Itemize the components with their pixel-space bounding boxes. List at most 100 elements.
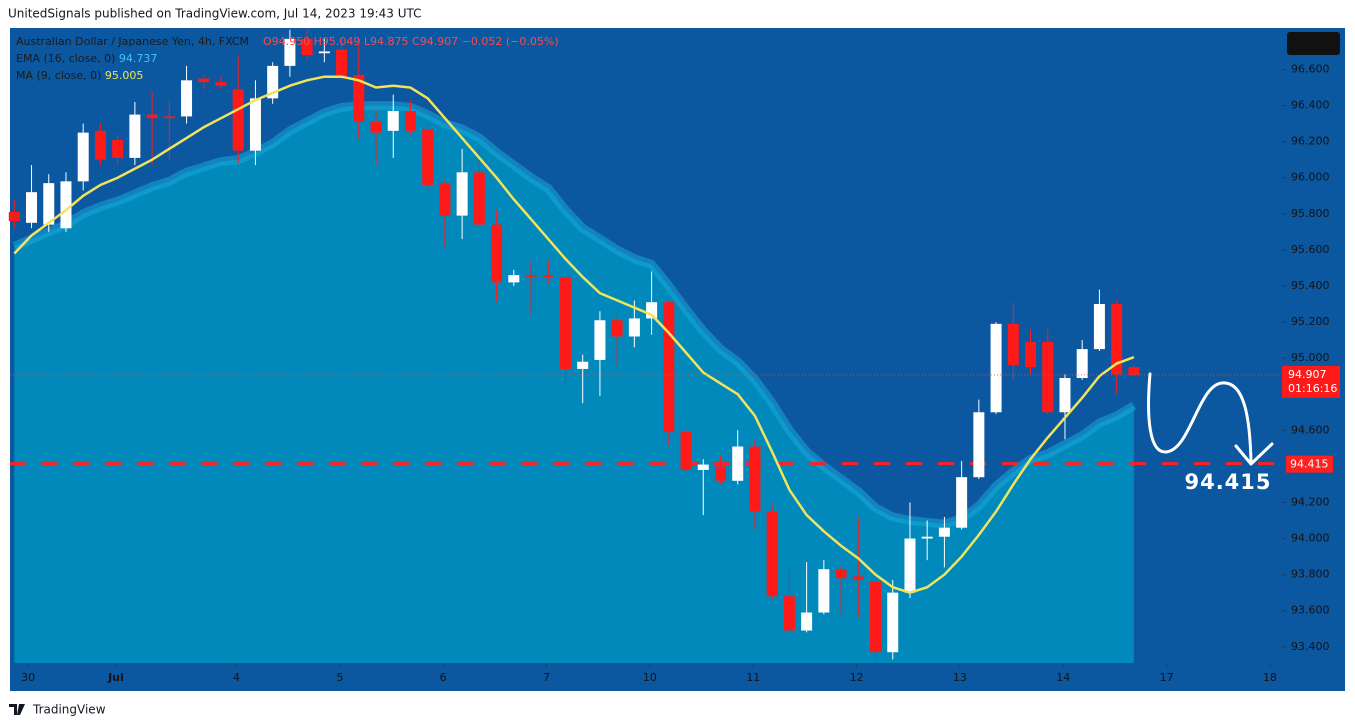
candle-body [680, 432, 692, 470]
candle-body [163, 116, 175, 119]
candle-body [766, 511, 778, 597]
legend-ohlc: O94.950 H95.049 L94.875 C94.907 −0.052 (… [263, 35, 559, 48]
footer-brand: TradingView [32, 703, 106, 717]
y-tick-label: 96.000 [1291, 171, 1330, 184]
candle-body [318, 51, 330, 54]
y-tick-label: 94.000 [1291, 532, 1330, 545]
candle-body [267, 65, 279, 99]
candle-body [456, 172, 468, 216]
x-tick-label: 7 [543, 671, 550, 684]
candle-body [26, 192, 38, 223]
candle-body [783, 596, 795, 631]
candle-body [990, 323, 1002, 413]
footer-logo [9, 704, 25, 715]
candle-body [129, 114, 141, 158]
candle-body [422, 129, 434, 185]
candle-body [749, 446, 761, 512]
candle-body [508, 275, 520, 283]
candle-body [77, 132, 89, 182]
candle-body [818, 569, 830, 613]
candle-body [336, 49, 348, 77]
candle-body [8, 212, 20, 222]
ma-line [13, 75, 1135, 594]
candle-body [301, 38, 313, 56]
candle-body [835, 569, 847, 579]
y-tick-label: 95.600 [1291, 243, 1330, 256]
y-tick-label: 95.000 [1291, 351, 1330, 364]
last-price-box [1282, 365, 1340, 398]
y-tick-label: 96.200 [1291, 135, 1330, 148]
legend-open: O94.950 [263, 35, 310, 48]
candle-body [611, 320, 623, 337]
candle-body [1025, 341, 1037, 368]
y-tick-label: 95.400 [1291, 279, 1330, 292]
x-tick-label: 5 [336, 671, 343, 684]
candle-body [577, 361, 589, 369]
y-tick-label: 95.200 [1291, 315, 1330, 328]
candle-body [60, 181, 72, 229]
legend-ma-value: 95.005 [105, 69, 144, 82]
legend-ema-value: 94.737 [119, 52, 158, 65]
legend-close: C94.907 [412, 35, 458, 48]
footer: TradingView [9, 703, 106, 717]
y-tick-label: 93.600 [1291, 604, 1330, 617]
toolbar-box [1287, 32, 1340, 55]
y-tick-label: 93.400 [1291, 640, 1330, 653]
x-tick-label: 14 [1056, 671, 1070, 684]
candle-body [646, 302, 658, 319]
drawn-arrow [1147, 372, 1274, 466]
candle-body [181, 80, 193, 117]
candle-body [887, 592, 899, 653]
candle-body [1007, 323, 1019, 366]
candle-body [663, 302, 675, 433]
candle-body [870, 581, 882, 653]
candle-body [1042, 341, 1054, 413]
x-tick-label: 11 [746, 671, 760, 684]
candle-body [404, 110, 416, 131]
y-tick-label: 94.600 [1291, 423, 1330, 436]
candle-body [697, 464, 709, 470]
candle-body [714, 466, 726, 481]
candle-body [938, 527, 950, 537]
y-tick-label: 93.800 [1291, 568, 1330, 581]
candle-body [353, 74, 365, 122]
x-tick-label: 4 [233, 671, 240, 684]
y-tick-label: 94.200 [1291, 495, 1330, 508]
candle-body [904, 538, 916, 593]
candle-body [43, 183, 55, 225]
candle-body [628, 318, 640, 337]
candle-body [439, 183, 451, 216]
legend-change: −0.052 (−0.05%) [462, 35, 559, 48]
candle-body [146, 114, 158, 119]
candle-body [956, 477, 968, 528]
legend-high: H95.049 [314, 35, 361, 48]
candle-body [1128, 367, 1140, 375]
level-label: 94.415 [1290, 458, 1329, 471]
candle-body [1059, 377, 1071, 413]
candle-body [232, 89, 244, 151]
legend-ema-name: EMA (16, close, 0) [16, 52, 115, 65]
header: UnitedSignals published on TradingView.c… [8, 7, 422, 21]
countdown: 01:16:16 [1288, 382, 1337, 395]
candle-body [387, 110, 399, 131]
candle-body [542, 275, 554, 277]
candle-body [852, 576, 864, 581]
ema-area-fill [14, 105, 1134, 663]
candle-body [284, 38, 296, 66]
legend: Australian Dollar / Japanese Yen, 4h, FX… [16, 35, 559, 82]
symbol: Australian Dollar / Japanese Yen, 4h, FX… [16, 35, 249, 48]
y-tick-label: 96.400 [1291, 99, 1330, 112]
last-price-label: 94.907 [1288, 368, 1327, 381]
x-tick-label: 10 [643, 671, 657, 684]
candle-body [1093, 304, 1105, 350]
level-box [1286, 455, 1333, 473]
y-tick-label: 95.800 [1291, 207, 1330, 220]
x-tick-label: 6 [440, 671, 447, 684]
candle-body [1111, 304, 1123, 375]
plot: 96.600 96.400 96.200 96.000 95.800 95.600 95.4… [8, 29, 1340, 684]
candle-body [491, 224, 503, 283]
legend-ema: EMA (16, close, 0) 94.737 [16, 52, 157, 65]
candle-body [921, 536, 933, 539]
candle-body [594, 320, 606, 360]
legend-ma-name: MA (9, close, 0) [16, 69, 101, 82]
